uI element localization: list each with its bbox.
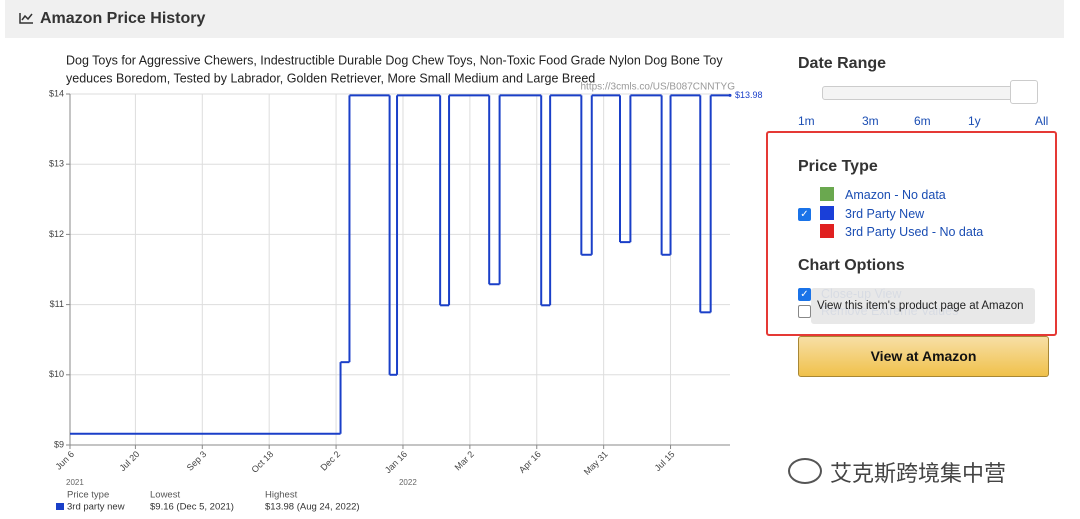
checkbox[interactable] — [798, 305, 811, 318]
legend-label[interactable]: Amazon - No data — [845, 188, 946, 202]
source-url: https://3cmls.co/US/B087CNNTYG — [581, 82, 736, 93]
summary-cell: $9.16 (Dec 5, 2021) — [150, 502, 234, 513]
range-option[interactable]: 3m — [862, 114, 879, 128]
legend-swatch — [820, 187, 834, 201]
checkbox[interactable]: ✓ — [798, 207, 811, 221]
range-option[interactable]: All — [1035, 114, 1049, 128]
summary-cell: 3rd party new — [67, 502, 125, 513]
year-label: 2022 — [399, 478, 417, 487]
summary-swatch — [56, 503, 64, 510]
summary-header: Lowest — [150, 490, 180, 501]
chart-icon — [19, 13, 33, 24]
year-label: 2021 — [66, 478, 84, 487]
section-title: Date Range — [798, 55, 887, 72]
chart: Dog Toys for Aggressive Chewers, Indestr… — [49, 53, 763, 513]
header-title: Amazon Price History — [40, 10, 206, 27]
y-tick-label: $14 — [49, 88, 64, 98]
legend-label[interactable]: 3rd Party Used - No data — [845, 225, 984, 239]
view-button[interactable]: View at Amazon — [798, 336, 1049, 377]
price-end-point — [728, 93, 732, 97]
y-tick-label: $10 — [49, 369, 64, 379]
legend-swatch — [820, 205, 834, 220]
chart-title: Dog Toys for Aggressive Chewers, Indestr… — [66, 53, 723, 67]
legend-swatch — [820, 224, 834, 238]
legend-label[interactable]: 3rd Party New — [845, 206, 925, 221]
summary-header: Highest — [265, 490, 298, 501]
y-tick-label: $9 — [54, 439, 64, 449]
watermark: 艾克斯跨境集中营 — [830, 461, 1007, 486]
y-tick-label: $13 — [49, 159, 64, 169]
end-label: $13.98 — [735, 90, 763, 100]
slider-handle[interactable] — [1010, 80, 1038, 104]
range-option[interactable]: 6m — [914, 114, 931, 128]
chart-title: yeduces Boredom, Tested by Labrador, Gol… — [66, 71, 595, 85]
header-bar: Amazon Price History — [5, 0, 1064, 38]
highlight-box — [766, 131, 1057, 336]
range-slider[interactable] — [822, 86, 1038, 100]
watermark-icon — [788, 458, 822, 484]
summary-cell: $13.98 (Aug 24, 2022) — [265, 502, 360, 513]
section-title: Chart Options — [798, 257, 905, 274]
y-tick-label: $11 — [50, 299, 64, 309]
section-title: Price Type — [798, 158, 878, 175]
summary-header: Price type — [67, 490, 109, 501]
tooltip: View this item's product page at Amazon — [811, 288, 1035, 324]
range-option[interactable]: 1y — [968, 114, 981, 128]
y-tick-label: $12 — [49, 229, 64, 239]
checkbox[interactable]: ✓ — [798, 288, 811, 301]
range-option[interactable]: 1m — [798, 114, 815, 128]
